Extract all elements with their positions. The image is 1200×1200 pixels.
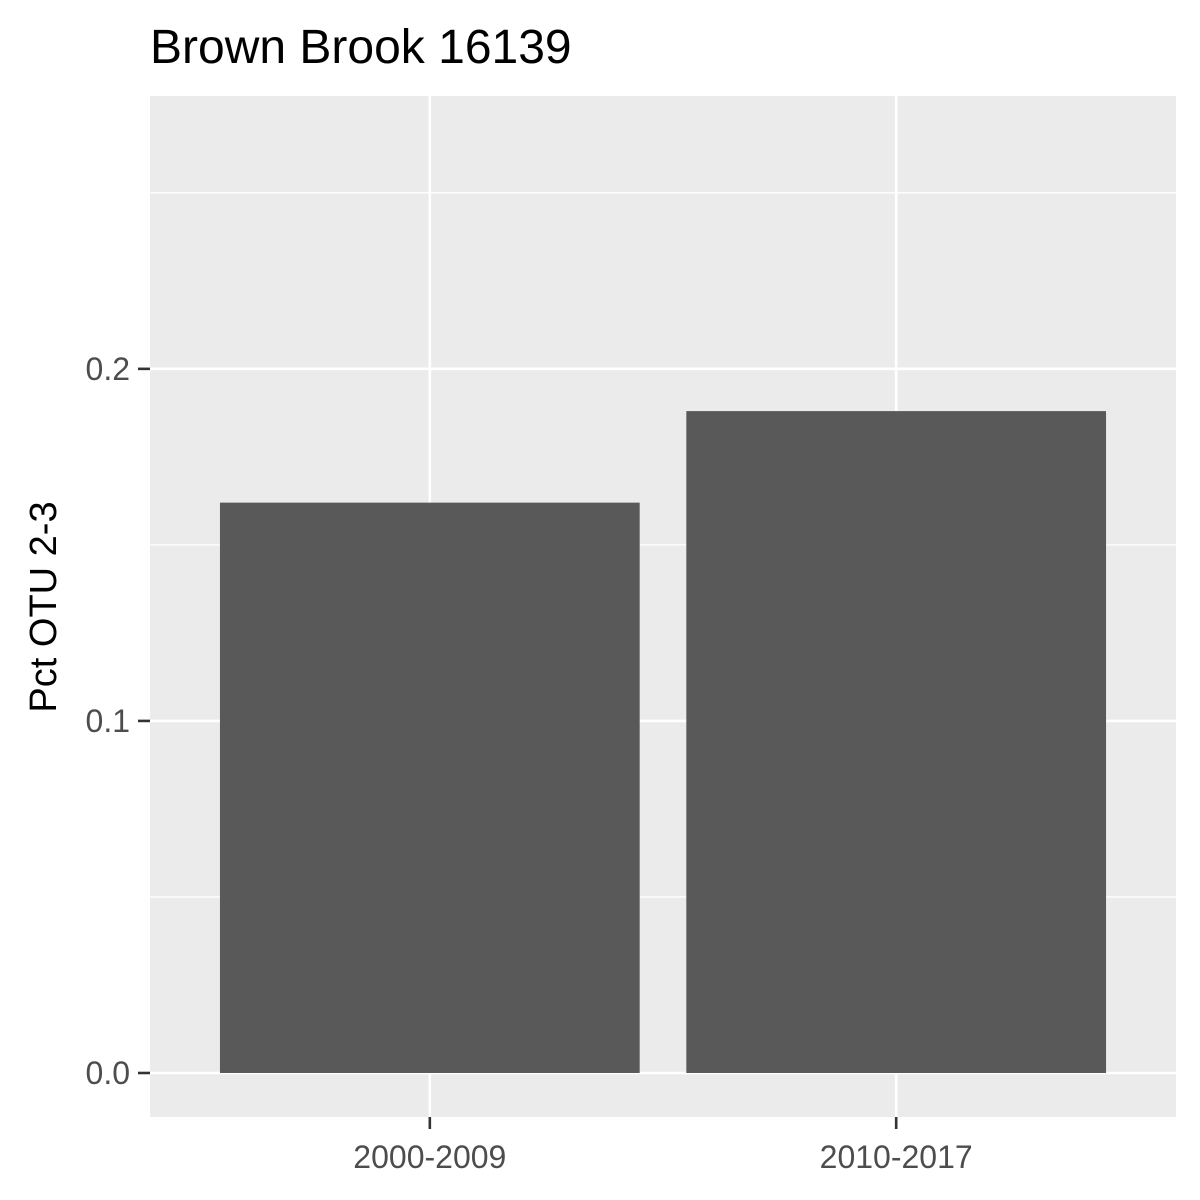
y-axis-label: Pct OTU 2-3 [23,501,65,712]
chart-title: Brown Brook 16139 [150,21,572,74]
y-axis: 0.0 0.1 0.2 [86,351,150,1091]
y-tick-label: 0.2 [86,351,130,387]
y-tick-label: 0.1 [86,703,130,739]
x-tick-label: 2010-2017 [820,1139,973,1175]
bar [686,411,1107,1073]
bar [219,502,640,1073]
x-tick-label: 2000-2009 [353,1139,506,1175]
y-tick-label: 0.0 [86,1055,130,1091]
x-axis: 2000-2009 2010-2017 [353,1117,973,1175]
bars [219,411,1107,1073]
